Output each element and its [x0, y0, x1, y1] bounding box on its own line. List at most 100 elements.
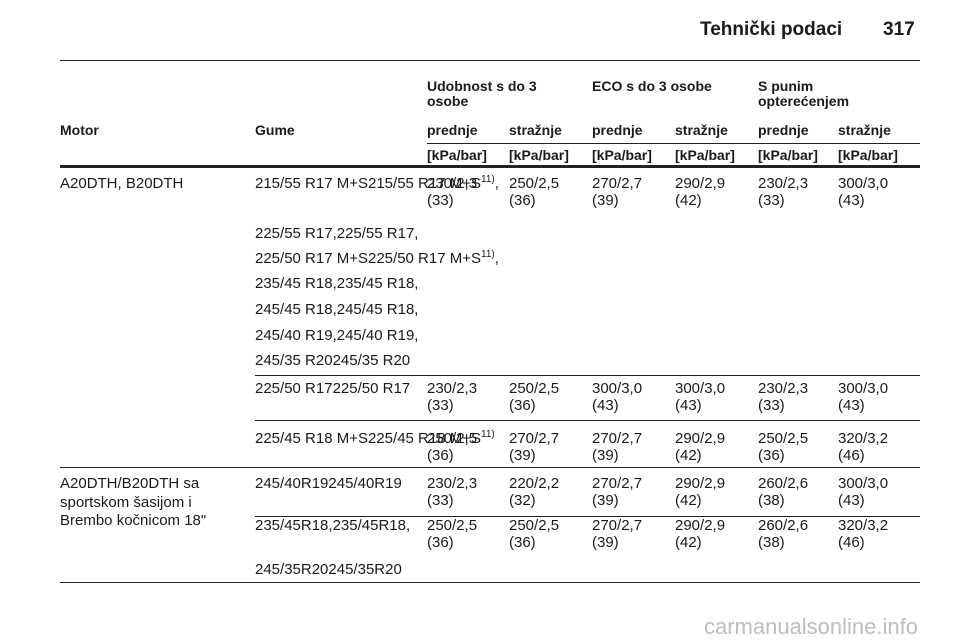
tyre-size: 235/45R18,: [332, 517, 411, 534]
pressure-kpa: 270/2,7: [592, 175, 643, 192]
rule: [60, 165, 920, 168]
tyre-size: 245/40 R19,: [336, 327, 419, 344]
unit-header: [kPa/bar]: [758, 147, 818, 163]
pressure-bar: (39): [592, 192, 619, 209]
pressure-kpa: 230/2,3: [758, 380, 809, 397]
tyre-size: 245/45 R18,: [336, 301, 419, 318]
pressure-bar: (36): [509, 397, 536, 414]
pressure-bar: (33): [427, 492, 454, 509]
tyre: 245/45 R18,245/45 R18,: [255, 301, 419, 318]
pressure-bar: (33): [758, 397, 785, 414]
column-header: prednje: [427, 122, 478, 138]
motor: A20DTH, B20DTH: [60, 175, 184, 192]
tyre-size: 215/55 R17 M+S: [368, 175, 481, 192]
header-title: Tehnički podaci: [700, 19, 843, 40]
unit-header: [kPa/bar]: [509, 147, 569, 163]
rule: [255, 420, 920, 421]
group-header: ECO s do 3 osobe: [592, 78, 712, 94]
unit-header: [kPa/bar]: [675, 147, 735, 163]
rule: [255, 516, 920, 517]
pressure-kpa: 320/3,2: [838, 430, 889, 447]
pressure-bar: (42): [675, 534, 702, 551]
pressure-kpa: 220/2,2: [509, 475, 560, 492]
group-header: Udobnost s do 3 osobe: [427, 78, 537, 109]
pressure-kpa: 300/3,0: [838, 475, 889, 492]
pressure-bar: (36): [427, 447, 454, 464]
tyre: 225/50 R17225/50 R17: [255, 380, 411, 397]
pressure-kpa: 230/2,3: [427, 175, 478, 192]
punctuation: ,: [494, 250, 499, 267]
tyre: 215/55 R17 M+S215/55 R17 M+S11),: [255, 174, 499, 193]
pressure-kpa: 230/2,3: [427, 380, 478, 397]
pressure-kpa: 300/3,0: [675, 380, 726, 397]
pressure-bar: (43): [838, 192, 865, 209]
pressure-kpa: 270/2,7: [592, 517, 643, 534]
pressure-bar: (42): [675, 447, 702, 464]
rule: [427, 143, 920, 144]
pressure-kpa: 270/2,7: [592, 430, 643, 447]
pressure-kpa: 290/2,9: [675, 475, 726, 492]
pressure-bar: (43): [838, 492, 865, 509]
pressure-kpa: 250/2,5: [427, 430, 478, 447]
pressure-bar: (39): [592, 534, 619, 551]
pressure-bar: (46): [838, 447, 865, 464]
column-header: prednje: [758, 122, 809, 138]
pressure-bar: (43): [675, 397, 702, 414]
tyre: 225/55 R17,225/55 R17,: [255, 225, 419, 242]
punctuation: ,: [494, 175, 499, 192]
tyre: 235/45 R18,235/45 R18,: [255, 275, 419, 292]
pressure-bar: (33): [758, 192, 785, 209]
pressure-kpa: 320/3,2: [838, 517, 889, 534]
pressure-kpa: 290/2,9: [675, 175, 726, 192]
column-header: stražnje: [675, 122, 728, 138]
pressure-bar: (38): [758, 492, 785, 509]
pressure-kpa: 230/2,3: [427, 475, 478, 492]
rule: [60, 582, 920, 583]
tyre: 225/45 R18 M+S225/45 R18 M+S11): [255, 429, 495, 448]
column-header: Gume: [255, 122, 295, 138]
pressure-bar: (39): [592, 492, 619, 509]
pressure-bar: (33): [427, 397, 454, 414]
group-header: S punim opterećenjem: [758, 78, 850, 109]
footnote-ref: 11): [481, 174, 495, 185]
pressure-bar: (43): [592, 397, 619, 414]
tyre-size: 235/45 R18,: [336, 275, 419, 292]
pressure-kpa: 250/2,5: [509, 175, 560, 192]
tyre-size: 225/45 R18 M+S: [368, 430, 481, 447]
footnote-ref: 11): [481, 249, 495, 260]
rule: [60, 60, 920, 61]
pressure-kpa: 230/2,3: [758, 175, 809, 192]
pressure-bar: (36): [758, 447, 785, 464]
column-header: stražnje: [509, 122, 562, 138]
pressure-kpa: 260/2,6: [758, 517, 809, 534]
tyre: 245/35R20245/35R20: [255, 561, 402, 578]
pressure-kpa: 250/2,5: [427, 517, 478, 534]
pressure-bar: (42): [675, 492, 702, 509]
watermark: carmanualsonline.info: [703, 614, 918, 639]
tyre: 245/40R19245/40R19: [255, 475, 402, 492]
pressure-kpa: 250/2,5: [758, 430, 809, 447]
tyre-size: 245/35 R20: [332, 352, 411, 369]
pressure-kpa: 250/2,5: [509, 517, 560, 534]
pressure-bar: (38): [758, 534, 785, 551]
pressure-kpa: 300/3,0: [592, 380, 643, 397]
pressure-kpa: 290/2,9: [675, 517, 726, 534]
rule: [60, 467, 920, 468]
pressure-kpa: 260/2,6: [758, 475, 809, 492]
tyre: 245/40 R19,245/40 R19,: [255, 327, 419, 344]
pressure-bar: (33): [427, 192, 454, 209]
pressure-bar: (32): [509, 492, 536, 509]
unit-header: [kPa/bar]: [592, 147, 652, 163]
pressure-bar: (39): [509, 447, 536, 464]
pressure-bar: (36): [509, 192, 536, 209]
pressure-bar: (36): [509, 534, 536, 551]
column-header: prednje: [592, 122, 643, 138]
tyre-size: 245/40R19: [328, 475, 402, 492]
rule: [255, 375, 920, 376]
pressure-kpa: 250/2,5: [509, 380, 560, 397]
column-header: Motor: [60, 122, 99, 138]
pressure-kpa: 270/2,7: [592, 475, 643, 492]
pressure-kpa: 290/2,9: [675, 430, 726, 447]
column-header: stražnje: [838, 122, 891, 138]
